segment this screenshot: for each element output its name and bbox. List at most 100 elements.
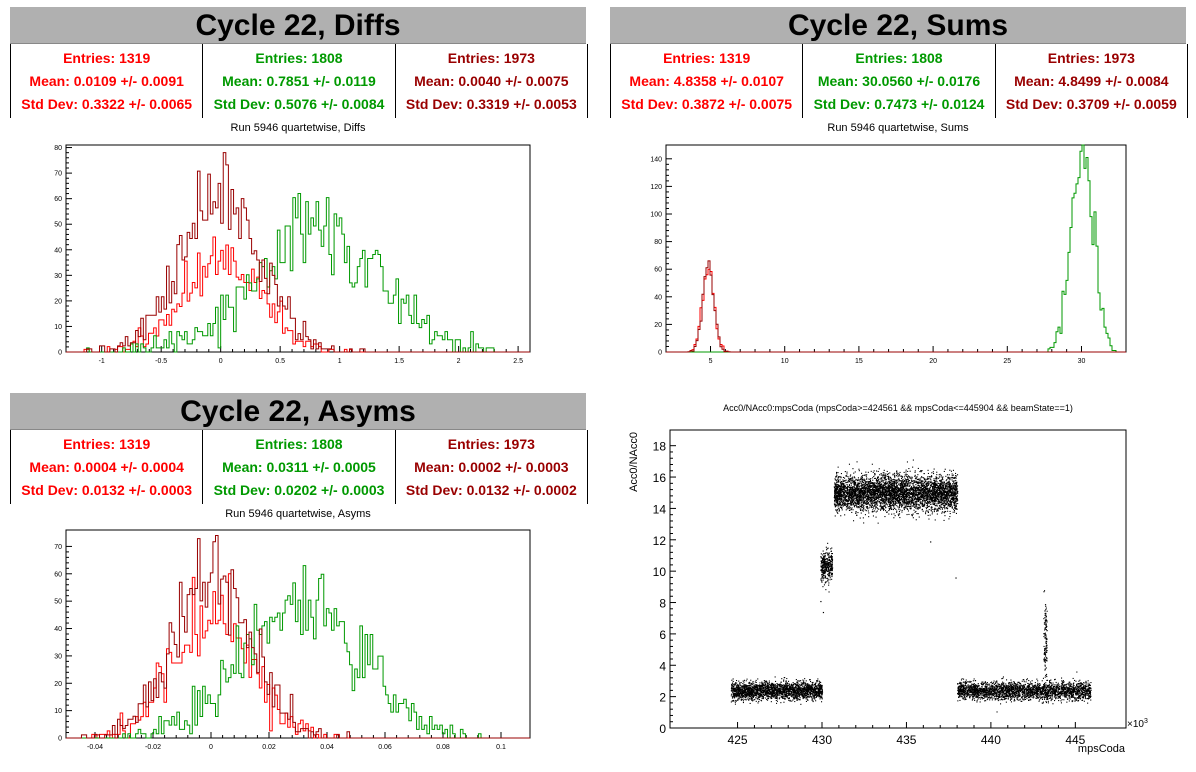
scatter-point [733,695,735,697]
scatter-point [830,550,832,552]
scatter-point [891,502,893,504]
scatter-point [829,557,831,559]
scatter-point [821,581,823,583]
scatter-point [888,484,890,486]
scatter-point [772,695,774,697]
scatter-point [953,493,955,495]
scatter-point [920,470,922,472]
scatter-point [806,698,808,700]
scatter-point [742,691,744,693]
sums-x-tick-label: 20 [929,358,937,365]
scatter-point [772,693,774,695]
scatter-point [873,495,875,497]
scatter-point [739,696,741,698]
scatter-point [769,693,771,695]
scatter-point [766,691,768,693]
scatter-point [821,570,823,572]
scatter-point [924,502,926,504]
scatter-point [842,495,844,497]
scatter-point [789,693,791,695]
scatter-point [830,572,832,574]
asyms-stats-series-3: Entries: 1973 Mean: 0.0002 +/- 0.0003 St… [396,430,587,504]
scatter-point [752,692,754,694]
scatter-point [862,503,864,505]
scatter-point [822,567,824,569]
scatter-point [731,689,733,691]
scatter-point [813,692,815,694]
scatter-point [903,488,905,490]
scatter-point [806,693,808,695]
scatter-point [824,561,826,563]
scatter-point [892,474,894,476]
scatter-point [900,484,902,486]
scatter-point [829,575,831,577]
scatter-point [866,503,868,505]
scatter-point [794,694,796,696]
scatter-point [891,495,893,497]
scatter-point [797,684,799,686]
scatter-point [913,482,915,484]
scatter-point [950,485,952,487]
scatter-point [862,479,864,481]
scatter-point [814,698,816,700]
scatter-point [811,688,813,690]
scatter-point [826,560,828,562]
scatter-y-tick-label: 0 [659,722,666,736]
scatter-point [793,697,795,699]
scatter-point [827,577,829,579]
scatter-point [898,511,900,513]
scatter-point [819,684,821,686]
scatter-point [783,701,785,703]
scatter-point [809,685,811,687]
scatter-point [876,485,878,487]
scatter-point [827,552,829,554]
scatter-point [883,492,885,494]
scatter-point [784,685,786,687]
scatter-point [740,695,742,697]
scatter-point [835,491,837,493]
scatter-point [762,687,764,689]
stat-std: Std Dev: 0.5076 +/- 0.0084 [213,96,385,113]
scatter-point [806,688,808,690]
scatter-point [736,685,738,687]
scatter-point [938,487,940,489]
scatter-point [853,505,855,507]
scatter-point [867,496,869,498]
scatter-point [874,477,876,479]
scatter-point [782,687,784,689]
scatter-point [900,485,902,487]
scatter-point [923,497,925,499]
scatter-point [743,685,745,687]
scatter-point [821,692,823,694]
scatter-point [804,683,806,685]
diffs-subtitle: Run 5946 quartetwise, Diffs [230,122,366,134]
scatter-point [846,488,848,490]
scatter-point [831,569,833,571]
scatter-point [830,563,832,565]
scatter-point [736,686,738,688]
scatter-point [807,687,809,689]
scatter-point [771,695,773,697]
scatter-point [758,696,760,698]
scatter-point [797,686,799,688]
scatter-point [787,688,789,690]
scatter-point [802,690,804,692]
scatter-point [802,696,804,698]
scatter-point [735,687,737,689]
scatter-point [779,692,781,694]
scatter-point [761,692,763,694]
scatter-point [810,691,812,693]
sums-y-tick-label: 0 [658,350,662,357]
scatter-point [776,702,778,704]
scatter-point [786,685,788,687]
scatter-point [876,498,878,500]
scatter-point [803,689,805,691]
scatter-point [837,512,839,514]
scatter-point [813,696,815,698]
scatter-point [927,511,929,513]
scatter-point [820,688,822,690]
scatter-point [903,501,905,503]
scatter-point [764,685,766,687]
scatter-point [736,690,738,692]
